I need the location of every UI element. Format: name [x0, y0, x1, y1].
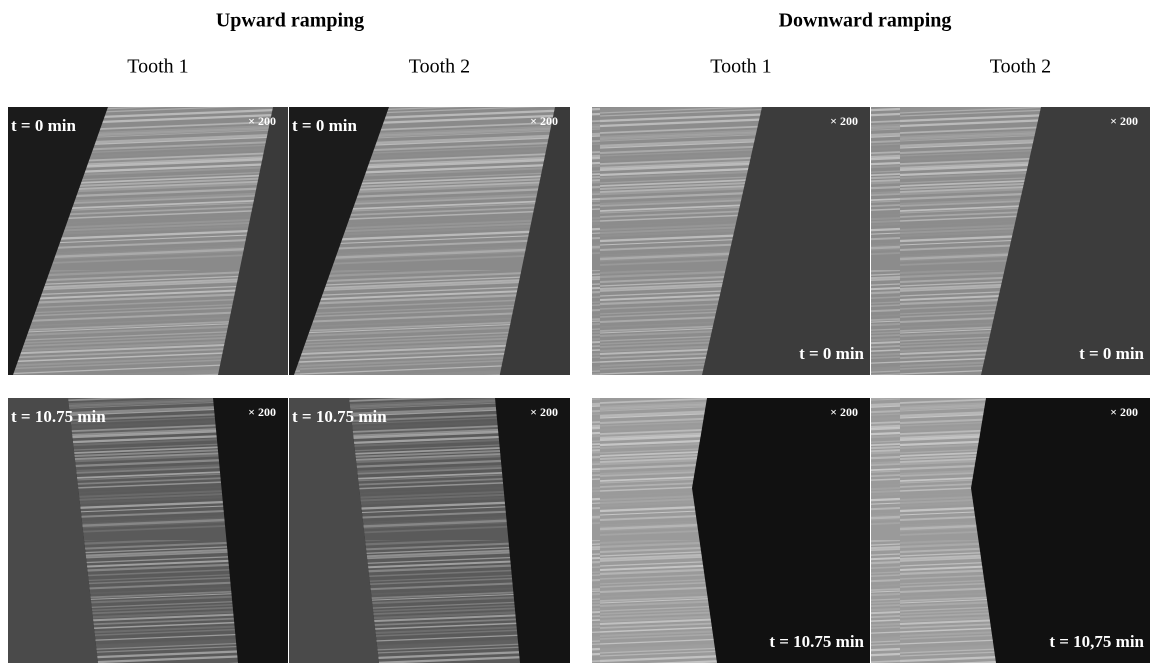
micrograph — [289, 107, 570, 375]
magnification-label: × 200 — [530, 114, 558, 128]
magnification-label: × 200 — [530, 405, 558, 419]
magnification-label: × 200 — [830, 114, 858, 128]
column-label: Tooth 2 — [990, 56, 1051, 78]
time-label: t = 0 min — [292, 116, 357, 135]
micrograph — [592, 398, 870, 663]
micrograph — [8, 107, 288, 375]
figure: Upward ramping Tooth 1 t = 0 min × 200 t = 1… — [0, 0, 1160, 663]
column-label: Tooth 2 — [409, 56, 470, 78]
micrograph — [592, 107, 870, 375]
time-label: t = 0 min — [1079, 344, 1144, 363]
micrograph — [8, 398, 288, 663]
group-title: Downward ramping — [779, 10, 952, 32]
micrograph — [871, 107, 1150, 375]
time-label: t = 0 min — [11, 116, 76, 135]
time-label: t = 10.75 min — [292, 407, 387, 426]
column-label: Tooth 1 — [710, 56, 771, 78]
micrograph — [871, 398, 1150, 663]
magnification-label: × 200 — [248, 405, 276, 419]
time-label: t = 0 min — [799, 344, 864, 363]
time-label: t = 10.75 min — [769, 632, 864, 651]
time-label: t = 10,75 min — [1049, 632, 1144, 651]
magnification-label: × 200 — [1110, 114, 1138, 128]
magnification-label: × 200 — [830, 405, 858, 419]
column-label: Tooth 1 — [127, 56, 188, 78]
magnification-label: × 200 — [248, 114, 276, 128]
time-label: t = 10.75 min — [11, 407, 106, 426]
magnification-label: × 200 — [1110, 405, 1138, 419]
group-title: Upward ramping — [216, 10, 364, 32]
micrograph — [289, 398, 570, 663]
